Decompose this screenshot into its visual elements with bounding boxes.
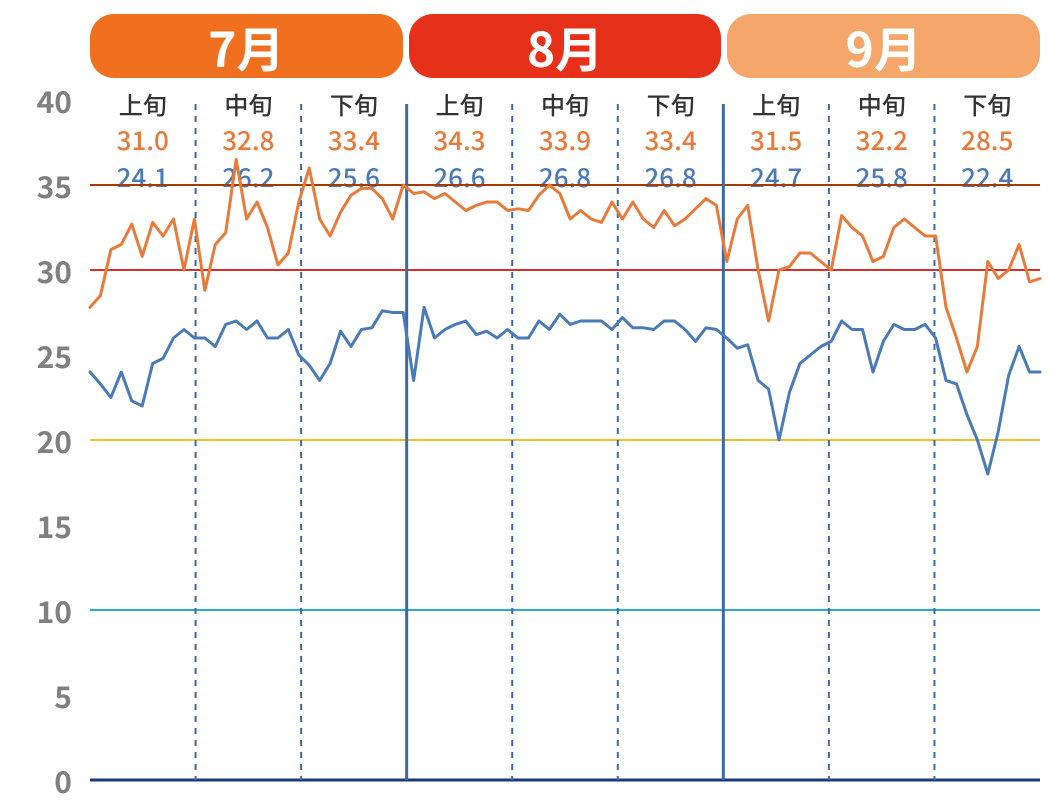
high-temp-line [90, 160, 1040, 373]
plot-area [0, 0, 1060, 800]
temperature-chart: 7月8月9月 上旬31.024.1中旬32.826.2下旬33.425.6上旬3… [0, 0, 1060, 800]
low-temp-line [90, 307, 1040, 474]
